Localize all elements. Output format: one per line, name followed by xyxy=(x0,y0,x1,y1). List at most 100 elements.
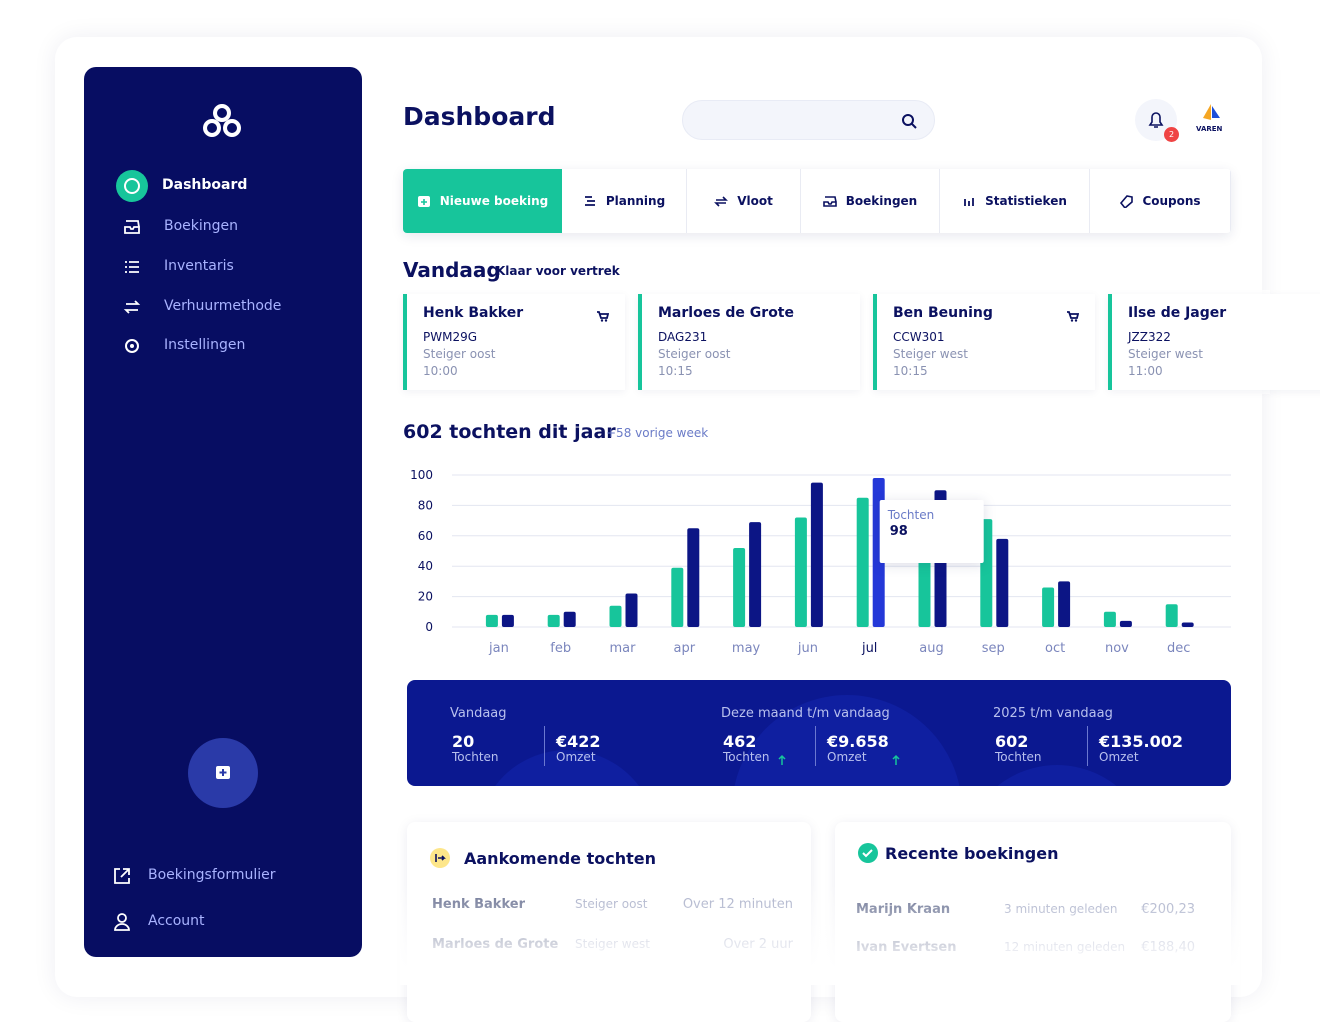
trend-up xyxy=(891,751,901,770)
card-code: JZZ322 xyxy=(1128,330,1171,344)
card-time: 10:15 xyxy=(893,364,928,378)
nav-item[interactable]: Dashboard xyxy=(162,177,248,193)
bar xyxy=(749,522,762,627)
section-subtitle: Klaar voor vertrek xyxy=(496,264,620,278)
x-tick-label: jan xyxy=(488,641,509,656)
tab[interactable]: Statistieken xyxy=(940,169,1090,233)
bell-icon xyxy=(1148,112,1164,128)
stat-title: Vandaag xyxy=(450,706,507,721)
main: Nieuwe boeking Planning Vloot Boekingen Stat… xyxy=(400,99,1320,985)
card-location: Steiger oost xyxy=(658,347,731,361)
x-tick-label: jun xyxy=(797,641,818,656)
icon xyxy=(114,868,130,884)
section-title: Vandaag xyxy=(403,258,501,282)
brand-logo xyxy=(203,104,241,137)
x-tick-label: aug xyxy=(919,641,943,656)
card-name: Henk Bakker xyxy=(423,305,524,321)
tab-icon xyxy=(964,198,974,206)
x-tick-label: sep xyxy=(982,641,1005,656)
card-code: PWM29G xyxy=(423,330,478,344)
stat-title: 2025 t/m vandaag xyxy=(993,706,1113,721)
stat-value: €135.002 xyxy=(1099,732,1184,751)
bar xyxy=(1181,622,1194,627)
stat-label: Tochten xyxy=(452,750,499,764)
tab-label: Nieuwe boeking xyxy=(439,194,549,208)
icon xyxy=(597,311,610,322)
bar xyxy=(501,614,514,627)
nav-icon xyxy=(116,330,148,366)
nav-item[interactable]: Inventaris xyxy=(164,258,234,274)
x-tick-label: dec xyxy=(1167,641,1190,656)
icon xyxy=(1067,311,1080,322)
x-tick-label: may xyxy=(732,641,761,656)
stat-divider xyxy=(1087,726,1088,766)
bar xyxy=(563,611,576,627)
search-bar[interactable] xyxy=(682,100,935,140)
add-icon xyxy=(216,766,230,779)
footer-link[interactable]: Boekingsformulier xyxy=(148,867,276,883)
notifications[interactable] xyxy=(1135,99,1177,141)
nav-item[interactable]: Boekingen xyxy=(164,218,239,234)
tooltip-label: Tochten xyxy=(887,508,935,522)
tab[interactable]: Nieuwe boeking xyxy=(403,169,562,233)
departure-card: Ben Beuning CCW301 Steiger west 10:15 xyxy=(873,294,1095,390)
tab[interactable]: Boekingen xyxy=(801,169,940,233)
tab[interactable]: Planning xyxy=(562,169,687,233)
stat-value: €422 xyxy=(556,732,601,751)
tab[interactable]: Coupons xyxy=(1090,169,1231,233)
tab-icon xyxy=(1120,195,1134,208)
bar xyxy=(547,614,560,627)
bar xyxy=(687,528,700,627)
icon xyxy=(778,754,786,765)
card-name: Ben Beuning xyxy=(893,305,993,321)
stat-label: Tochten xyxy=(723,750,770,764)
bar xyxy=(810,482,823,627)
tab[interactable]: Vloot xyxy=(687,169,801,233)
card-code: CCW301 xyxy=(893,330,945,344)
chart: 0 20 40 60 80 100 jan feb mar apr may jun jul aug sep o… xyxy=(410,468,1231,656)
card-name: Marloes de Grote xyxy=(658,305,794,321)
footer-link[interactable]: Account xyxy=(148,913,205,929)
icon xyxy=(124,220,140,234)
chart-subtitle: +58 vorige week xyxy=(606,426,709,440)
icon xyxy=(114,913,130,931)
bar xyxy=(1119,620,1132,627)
sidebar: Dashboard Boekingen Inventaris Verhuurmetho… xyxy=(84,67,362,957)
y-tick-label: 60 xyxy=(418,529,433,543)
x-tick-label: mar xyxy=(610,641,637,656)
nav-icon xyxy=(116,170,148,206)
icon xyxy=(858,843,878,863)
x-tick-label: oct xyxy=(1045,641,1065,656)
tooltip-value: 98 xyxy=(890,524,908,539)
stat-value: 462 xyxy=(723,732,757,751)
nav-icon xyxy=(116,251,148,287)
card-location: Steiger west xyxy=(1128,347,1203,361)
bar xyxy=(856,497,869,627)
bar xyxy=(1042,587,1055,627)
nav-item[interactable]: Verhuurmethode xyxy=(164,298,282,314)
bar xyxy=(1058,581,1071,627)
bar xyxy=(1165,604,1178,627)
stat-label: Omzet xyxy=(556,750,596,764)
stat-divider xyxy=(815,726,816,766)
stat-value: €9.658 xyxy=(827,732,889,751)
departure-card: Henk Bakker PWM29G Steiger oost 10:00 xyxy=(403,294,625,390)
nav-item[interactable]: Instellingen xyxy=(164,337,246,353)
tab-icon xyxy=(714,196,729,207)
stat-label: Omzet xyxy=(1099,750,1139,764)
card-time: 10:15 xyxy=(658,364,693,378)
banner-decor xyxy=(495,695,1117,786)
stat-label: Omzet xyxy=(827,750,867,764)
y-tick-label: 80 xyxy=(418,498,433,512)
tooltip-box xyxy=(879,500,984,564)
y-tick-label: 100 xyxy=(410,468,433,482)
icon xyxy=(116,170,148,202)
page-title: Dashboard xyxy=(403,102,556,131)
stat-label: Tochten xyxy=(995,750,1042,764)
bar xyxy=(996,538,1009,627)
departure-card: Ilse de Jager JZZ322 Steiger west 11:00 xyxy=(1108,294,1320,390)
panel-title: Aankomende tochten xyxy=(464,849,656,868)
trend-up xyxy=(777,751,787,770)
add-button[interactable] xyxy=(188,738,258,808)
footer-icon xyxy=(106,860,138,896)
